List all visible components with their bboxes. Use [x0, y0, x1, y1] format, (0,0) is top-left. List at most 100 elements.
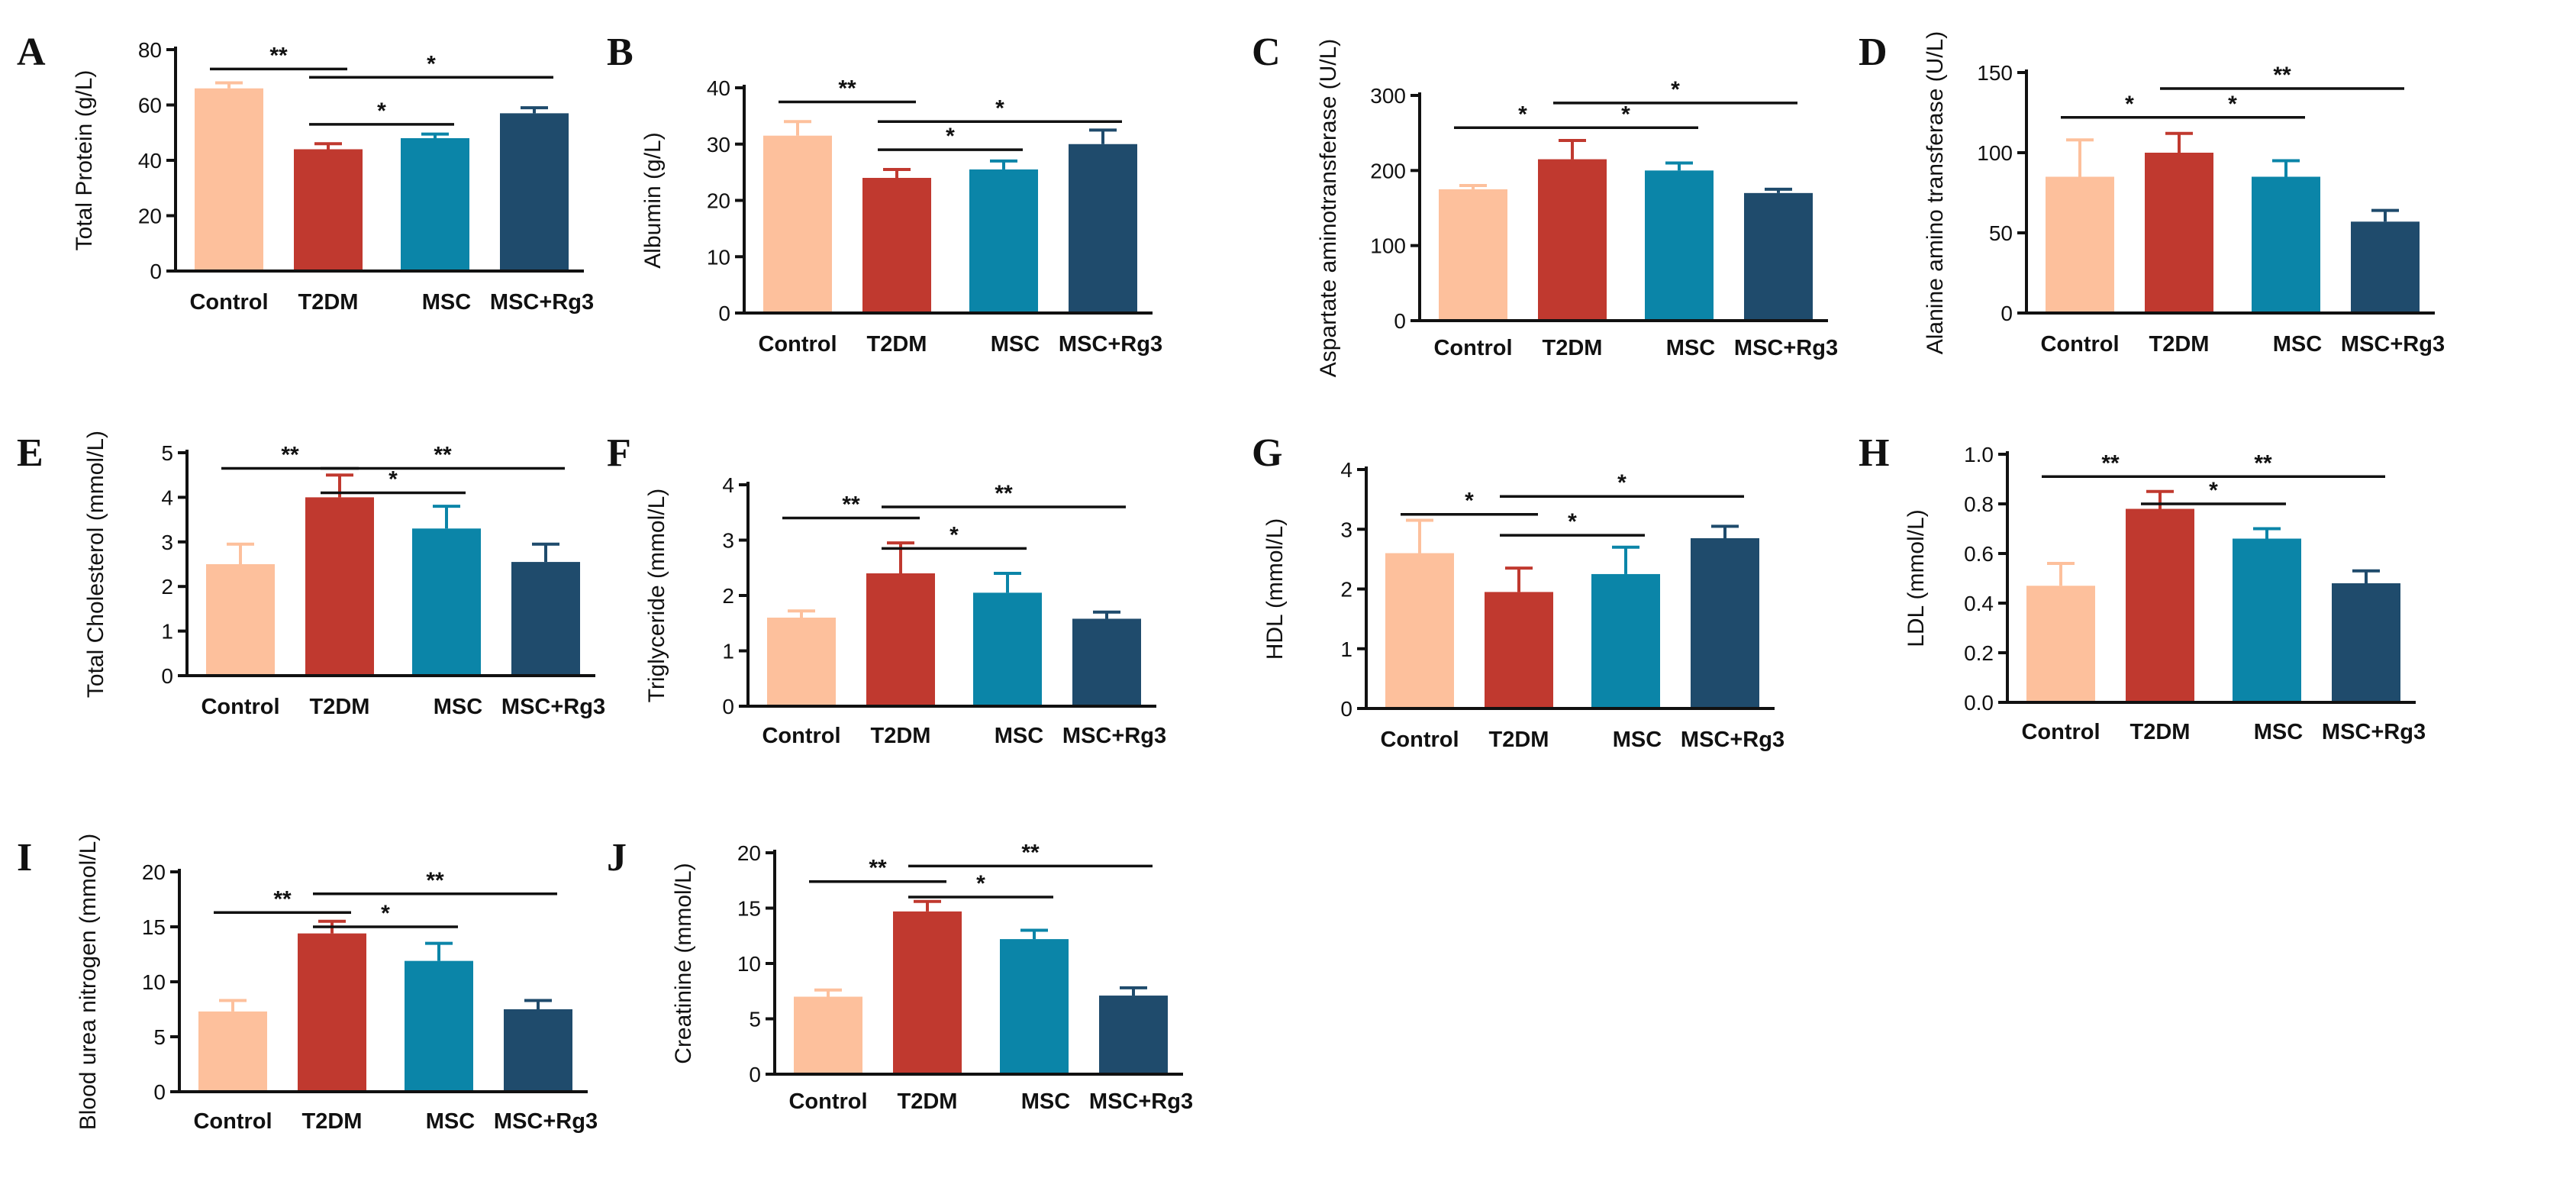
x-category-label: T2DM — [898, 1089, 958, 1114]
y-tick-label: 20 — [737, 841, 761, 865]
y-tick-label: 4 — [722, 473, 734, 497]
bar-t2dm — [866, 573, 935, 706]
y-tick-label: 0.8 — [1964, 492, 1994, 516]
x-category-label: Control — [1380, 728, 1459, 752]
panel-letter: C — [1252, 31, 1281, 74]
bar-control — [2046, 176, 2114, 313]
significance-label: * — [2228, 92, 2237, 117]
x-category-label: T2DM — [1489, 728, 1549, 752]
y-tick-label: 5 — [161, 441, 173, 465]
bar-control — [763, 135, 832, 313]
bar-control — [195, 88, 263, 271]
y-tick-label: 60 — [138, 94, 162, 118]
x-category-label: MSC — [1613, 728, 1662, 752]
y-tick-label: 4 — [1340, 458, 1352, 482]
x-category-label: MSC — [991, 332, 1040, 357]
y-axis-label: HDL (mmol/L) — [1262, 518, 1288, 660]
significance-label: ** — [2101, 450, 2120, 476]
significance-label: * — [1465, 489, 1474, 514]
panel-e: E 0 1 2 3 4 5 Control T2DM MSC MSC+Rg3 Total Choles… — [17, 431, 605, 719]
bar-msc — [2252, 176, 2320, 313]
significance-label: * — [377, 98, 386, 124]
x-category-label: MSC — [995, 724, 1044, 748]
y-tick-label: 0.6 — [1964, 542, 1994, 566]
bar-control — [767, 618, 836, 706]
y-tick-label: 40 — [138, 149, 162, 173]
significance-label: * — [1518, 102, 1527, 127]
y-axis-label: Triglyceride (mmol/L) — [644, 489, 669, 703]
y-tick-label: 5 — [153, 1025, 166, 1049]
x-category-label: MSC+Rg3 — [1681, 728, 1785, 752]
bar-t2dm — [298, 933, 366, 1092]
y-tick-label: 0 — [1394, 309, 1406, 333]
y-axis-label: Alanine amino transferase (U/L) — [1923, 31, 1948, 355]
x-category-label: MSC — [1021, 1089, 1071, 1114]
bar-msc-rg3 — [504, 1009, 572, 1092]
bar-control — [2026, 586, 2095, 702]
x-category-label: MSC — [422, 290, 472, 315]
y-tick-label: 2 — [1340, 578, 1352, 602]
x-category-label: MSC+Rg3 — [1059, 332, 1162, 357]
bar-msc-rg3 — [1099, 996, 1168, 1074]
panel-f: F 0 1 2 3 4 Control T2DM MSC MSC+Rg3 Triglyceride … — [607, 431, 1166, 748]
panel-letter: D — [1859, 31, 1888, 74]
bar-msc-rg3 — [1072, 618, 1141, 706]
y-tick-label: 0 — [150, 260, 162, 283]
significance-label: * — [995, 95, 1004, 121]
x-category-label: Control — [762, 724, 840, 748]
x-category-label: Control — [201, 695, 279, 719]
y-axis-label: Total Protein (g/L) — [72, 70, 97, 251]
panel-a: A 0 20 40 60 80 Control T2DM MSC MSC+Rg3 Total Pro… — [17, 31, 594, 315]
panel-i: I 0 5 10 15 20 Control T2DM MSC MSC+Rg3 Blood urea… — [17, 834, 598, 1134]
significance-label: * — [388, 467, 398, 492]
bar-msc — [969, 169, 1038, 313]
y-tick-label: 2 — [722, 584, 734, 608]
y-tick-label: 0 — [749, 1063, 761, 1086]
y-tick-label: 20 — [142, 860, 166, 884]
y-tick-label: 20 — [707, 189, 730, 213]
y-tick-label: 3 — [161, 531, 173, 554]
bar-t2dm — [2145, 153, 2213, 313]
significance-label: * — [1568, 509, 1577, 534]
x-category-label: Control — [2021, 720, 2100, 744]
significance-label: * — [976, 871, 985, 896]
significance-label: ** — [1021, 840, 1040, 865]
significance-label: ** — [273, 886, 292, 912]
x-category-label: MSC+Rg3 — [2322, 720, 2426, 744]
bar-msc-rg3 — [511, 562, 580, 676]
significance-label: * — [1671, 77, 1680, 102]
panel-c: C 0 100 200 300 Control T2DM MSC MSC+Rg3 Aspartat… — [1252, 31, 1838, 377]
x-category-label: T2DM — [1543, 336, 1603, 360]
bar-msc — [1000, 939, 1069, 1074]
bar-msc-rg3 — [1744, 192, 1813, 321]
bar-t2dm — [862, 178, 931, 313]
y-axis-label: Creatinine (mmol/L) — [671, 863, 696, 1063]
y-tick-label: 0.4 — [1964, 592, 1994, 615]
significance-label: ** — [269, 43, 288, 68]
panel-letter: J — [607, 836, 627, 879]
y-axis-label: Aspartate aminotransferase (U/L) — [1316, 39, 1341, 378]
x-category-label: MSC — [1666, 336, 1716, 360]
y-tick-label: 1 — [722, 640, 734, 663]
x-category-label: T2DM — [302, 1109, 363, 1134]
panel-d: D 0 50 100 150 Control T2DM MSC MSC+Rg3 Alanine a… — [1859, 31, 2445, 357]
bar-msc — [973, 592, 1042, 706]
x-category-label: MSC — [426, 1109, 476, 1134]
panel-letter: A — [17, 31, 46, 74]
y-tick-label: 15 — [737, 897, 761, 921]
bar-t2dm — [1485, 592, 1553, 708]
bar-msc — [412, 528, 481, 676]
y-tick-label: 40 — [707, 76, 730, 100]
y-tick-label: 30 — [707, 133, 730, 157]
y-tick-label: 0 — [718, 302, 730, 325]
panel-letter: I — [17, 836, 32, 879]
y-tick-label: 0.2 — [1964, 641, 1994, 665]
x-category-label: Control — [788, 1089, 867, 1114]
bar-control — [794, 996, 862, 1074]
x-category-label: MSC — [434, 695, 483, 719]
x-category-label: MSC+Rg3 — [2341, 332, 2445, 357]
bar-msc — [405, 960, 473, 1092]
x-category-label: Control — [1433, 336, 1512, 360]
y-tick-label: 300 — [1370, 84, 1406, 108]
bar-t2dm — [1538, 159, 1607, 321]
